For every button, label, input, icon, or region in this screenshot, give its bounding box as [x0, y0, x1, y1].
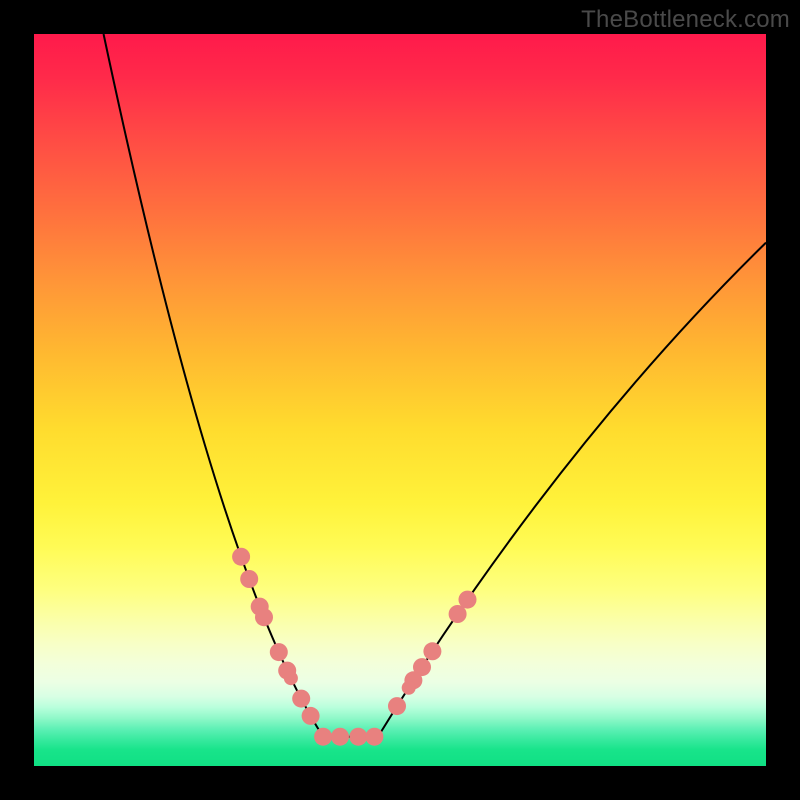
data-marker	[255, 608, 273, 626]
data-marker	[331, 728, 349, 746]
watermark-text: TheBottleneck.com	[581, 6, 790, 34]
data-marker	[284, 671, 298, 685]
marker-group	[232, 548, 476, 746]
data-marker	[270, 643, 288, 661]
data-marker	[365, 728, 383, 746]
chart-stage: TheBottleneck.com	[0, 0, 800, 800]
data-marker	[232, 548, 250, 566]
data-marker	[292, 690, 310, 708]
data-marker	[388, 697, 406, 715]
data-marker	[423, 642, 441, 660]
data-marker	[449, 605, 467, 623]
bottleneck-curve	[104, 34, 766, 737]
data-marker	[314, 728, 332, 746]
data-marker	[302, 707, 320, 725]
data-marker	[402, 681, 416, 695]
chart-svg	[0, 0, 800, 800]
data-marker	[240, 570, 258, 588]
data-marker	[349, 728, 367, 746]
